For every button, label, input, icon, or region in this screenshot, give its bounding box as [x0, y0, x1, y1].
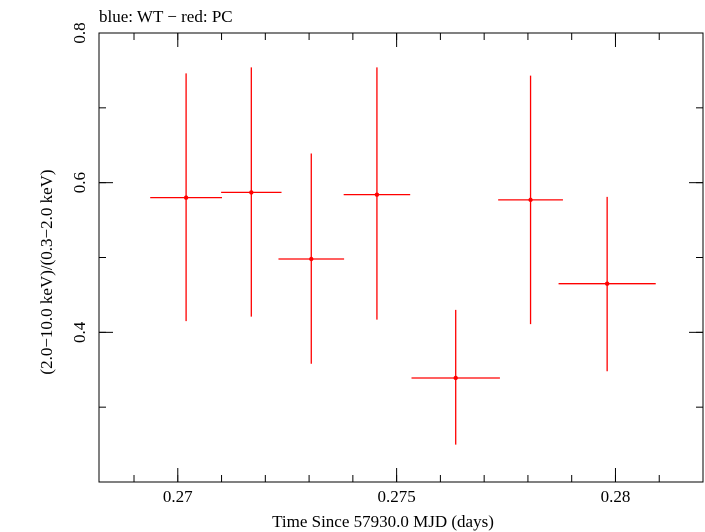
- tick-labels: 0.27 0.275 0.28 0.4 0.6 0.8: [70, 22, 630, 506]
- point-marker: [374, 192, 380, 197]
- point-marker: [453, 375, 458, 381]
- data-point: [498, 75, 563, 325]
- data-marks: [150, 67, 656, 445]
- y-axis-label: (2.0−10.0 keV)/(0.3−2.0 keV): [37, 169, 56, 374]
- point-marker: [309, 256, 314, 262]
- x-axis-label: Time Since 57930.0 MJD (days): [272, 512, 494, 531]
- data-point: [558, 196, 656, 372]
- y-tick-label: 0.4: [70, 321, 89, 343]
- point-marker: [604, 281, 610, 286]
- data-point: [343, 67, 411, 320]
- y-tick-label: 0.6: [70, 172, 89, 193]
- x-tick-label: 0.27: [163, 487, 193, 506]
- point-marker: [528, 197, 533, 203]
- axis-ticks: [99, 32, 704, 483]
- data-point: [221, 67, 282, 317]
- x-tick-label: 0.275: [377, 487, 415, 506]
- y-tick-label: 0.8: [70, 22, 89, 43]
- point-marker: [249, 190, 254, 195]
- data-point: [411, 309, 500, 445]
- x-tick-label: 0.28: [601, 487, 631, 506]
- plot-frame: [98, 32, 704, 483]
- point-marker: [183, 195, 189, 200]
- chart-title: blue: WT − red: PC: [99, 7, 233, 26]
- data-point: [150, 73, 222, 322]
- data-point: [278, 153, 345, 364]
